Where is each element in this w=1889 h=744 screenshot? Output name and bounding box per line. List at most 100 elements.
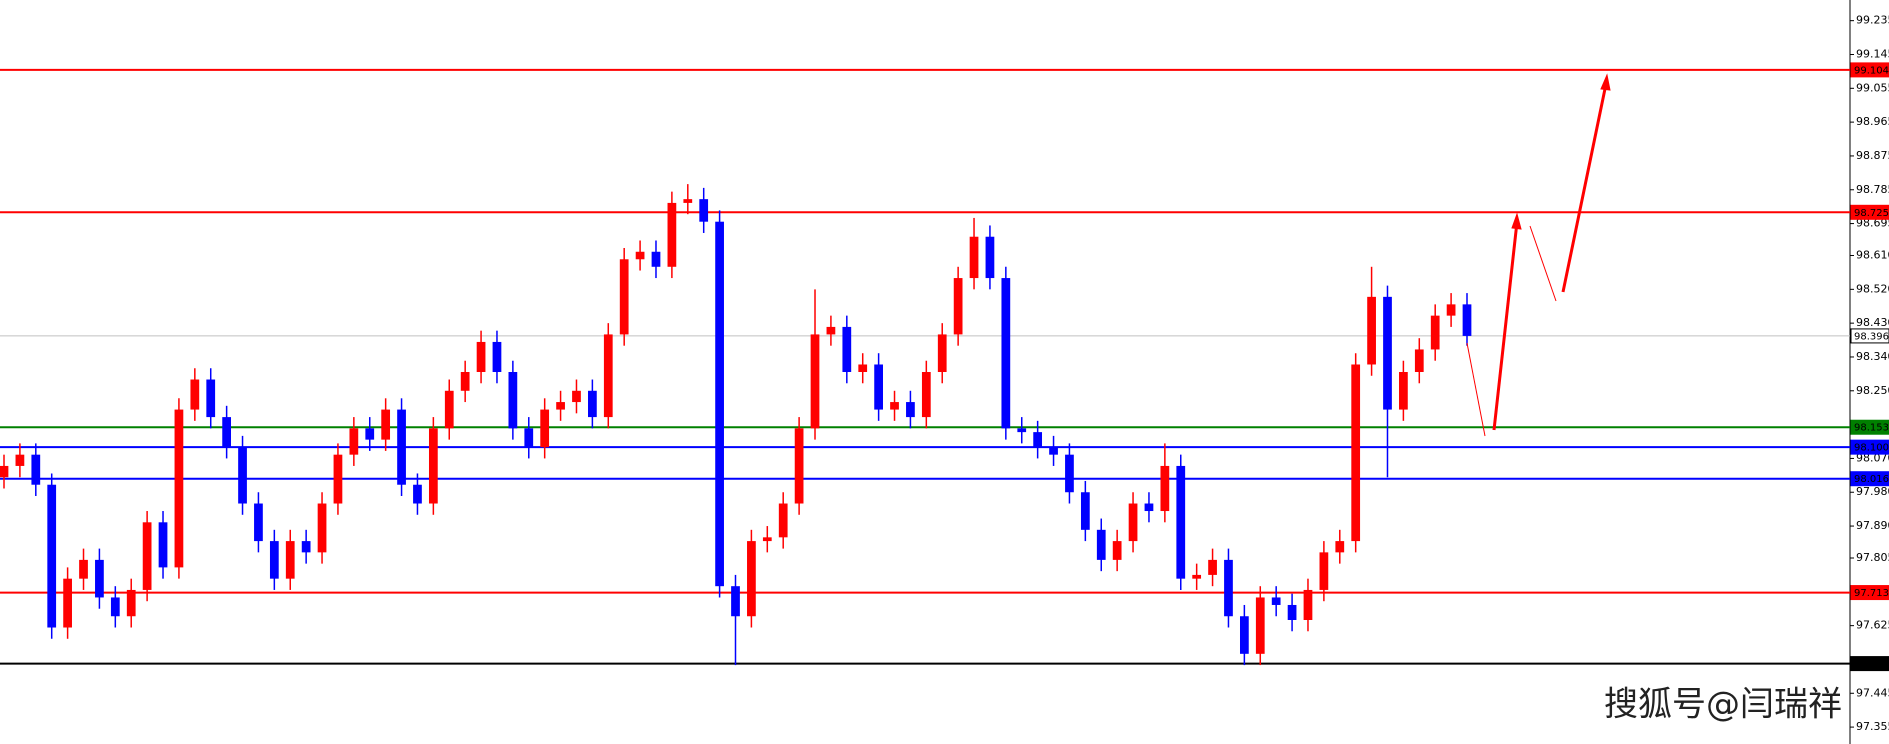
candle-body bbox=[1319, 552, 1329, 590]
candle-body bbox=[1399, 372, 1408, 410]
candle-body bbox=[1303, 589, 1313, 620]
candle-body bbox=[1430, 315, 1440, 350]
candle-body bbox=[0, 465, 9, 478]
candle-body bbox=[397, 409, 406, 485]
candle-body bbox=[540, 409, 550, 448]
candle-body bbox=[556, 402, 565, 410]
level-label: 98.725 bbox=[1854, 208, 1889, 219]
candle-body bbox=[1462, 304, 1472, 336]
candle-body bbox=[142, 522, 152, 590]
candle-body bbox=[937, 334, 947, 372]
projection-leg bbox=[1561, 83, 1608, 293]
level-label: 98.396 bbox=[1854, 331, 1889, 342]
y-tick-label: 98.520 bbox=[1856, 282, 1889, 295]
candle-body bbox=[110, 597, 120, 617]
candle-body bbox=[317, 503, 327, 553]
level-label: 97.713 bbox=[1854, 588, 1889, 599]
candle-body bbox=[1144, 503, 1154, 512]
candle-body bbox=[778, 503, 788, 538]
y-tick-label: 97.445 bbox=[1856, 686, 1889, 699]
level-label-box bbox=[1850, 656, 1889, 672]
candle-body bbox=[1128, 503, 1138, 542]
candle-body bbox=[953, 278, 963, 335]
candle-body bbox=[349, 428, 359, 455]
candle-body bbox=[492, 341, 502, 372]
candle-body bbox=[969, 236, 979, 279]
candle-body bbox=[890, 402, 899, 410]
y-tick-label: 97.625 bbox=[1856, 619, 1889, 632]
candle-body bbox=[47, 484, 57, 628]
candle-body bbox=[206, 379, 216, 418]
candle-body bbox=[985, 236, 995, 279]
level-label: 98.153 bbox=[1854, 423, 1889, 434]
level-label: 98.100 bbox=[1854, 443, 1889, 454]
candle-body bbox=[158, 522, 168, 568]
candle-body bbox=[126, 589, 136, 617]
candle-body bbox=[619, 259, 629, 335]
candle-body bbox=[365, 428, 375, 440]
candle-body bbox=[1192, 574, 1202, 579]
y-tick-label: 97.980 bbox=[1856, 485, 1889, 498]
candle-body bbox=[1160, 465, 1170, 512]
candle-body bbox=[1414, 349, 1424, 372]
candle-body bbox=[667, 202, 677, 267]
axis-labels: 99.235 99.145 99.055 98.965 98.875 98.785 98.6… bbox=[1850, 14, 1889, 733]
candle-body bbox=[1367, 296, 1376, 365]
candle-body bbox=[31, 454, 41, 485]
candle-body bbox=[524, 428, 534, 448]
levels bbox=[0, 68, 1850, 665]
candle-body bbox=[1033, 432, 1043, 448]
projection-leg bbox=[1466, 342, 1486, 437]
candle-body bbox=[1017, 428, 1027, 433]
candle-body bbox=[826, 326, 836, 335]
candle-body bbox=[603, 334, 613, 418]
projection-leg bbox=[1529, 225, 1557, 302]
candle-body bbox=[381, 409, 391, 440]
candle-body bbox=[1065, 454, 1074, 493]
candle-body bbox=[15, 454, 25, 466]
level-label-box bbox=[1850, 328, 1889, 344]
candle-body bbox=[588, 390, 597, 418]
y-tick-label: 99.145 bbox=[1856, 47, 1889, 60]
candle-body bbox=[1176, 465, 1186, 579]
candle-body bbox=[174, 409, 184, 568]
level-label: 99.104 bbox=[1854, 65, 1889, 76]
candle-body bbox=[699, 199, 709, 222]
candle-body bbox=[333, 454, 343, 504]
candle-body bbox=[762, 537, 772, 542]
candle-body bbox=[1208, 559, 1217, 575]
candles bbox=[0, 184, 1472, 666]
watermark: 搜狐号@闫瑞祥 bbox=[1604, 685, 1842, 725]
candle-body bbox=[476, 341, 486, 372]
candle-body bbox=[1287, 604, 1297, 620]
candle-body bbox=[190, 379, 200, 410]
candle-body bbox=[222, 417, 232, 448]
candle-body bbox=[683, 199, 693, 203]
candle-body bbox=[285, 541, 295, 579]
candle-body bbox=[1239, 616, 1249, 654]
y-tick-label: 98.965 bbox=[1856, 115, 1889, 128]
candle-body bbox=[1446, 304, 1456, 316]
candle-body bbox=[1080, 492, 1090, 530]
candle-body bbox=[731, 586, 740, 617]
candle-body bbox=[715, 221, 724, 587]
candle-body bbox=[747, 541, 756, 617]
projection-leg bbox=[1492, 221, 1519, 431]
candle-body bbox=[810, 334, 820, 429]
candle-body bbox=[254, 503, 263, 542]
candle-body bbox=[1255, 597, 1265, 654]
arrow-head bbox=[1511, 212, 1522, 230]
candle-body bbox=[1335, 541, 1345, 553]
candle-body bbox=[269, 541, 279, 579]
candle-body bbox=[63, 578, 72, 628]
candle-body bbox=[794, 428, 804, 504]
y-tick-label: 97.890 bbox=[1856, 519, 1889, 532]
y-tick-label: 99.055 bbox=[1856, 81, 1889, 94]
candle-body bbox=[874, 364, 883, 410]
y-tick-label: 97.805 bbox=[1856, 551, 1889, 564]
candle-body bbox=[1096, 529, 1106, 560]
level-label: 98.016 bbox=[1854, 474, 1889, 485]
candle-body bbox=[460, 372, 470, 391]
y-tick-label: 98.875 bbox=[1856, 149, 1889, 162]
